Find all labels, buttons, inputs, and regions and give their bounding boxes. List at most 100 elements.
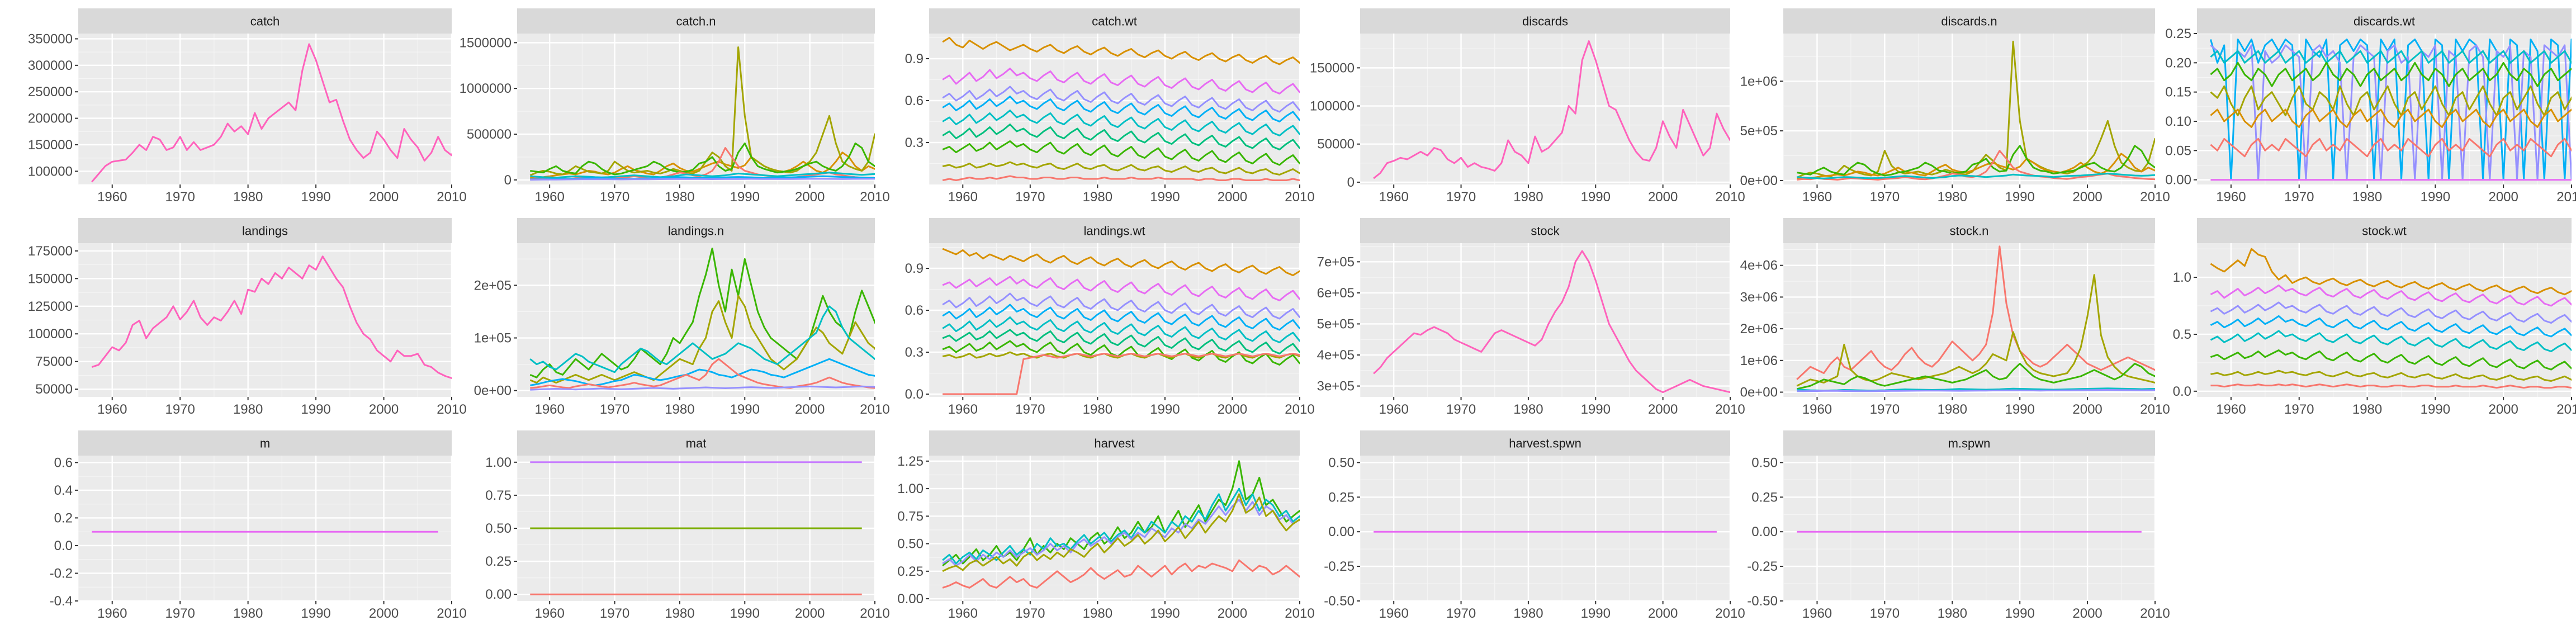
series-line: [2210, 61, 2572, 87]
facet-panel: stock 1960 1970 1980 1990 2000 2010 3e+05 4e+05 5…: [1317, 218, 1745, 417]
y-tick-label: 2e+06: [1740, 321, 1778, 337]
series-group: [530, 461, 862, 595]
facet-panel: m.spwn 1960 1970 1980 1990 2000 2010 -0.50 -0.25…: [1747, 430, 2170, 621]
x-tick-label: 1970: [1446, 402, 1476, 417]
facet-panel: landings.wt 1960 1970 1980 1990 2000 2010 0.0 0.…: [905, 218, 1315, 417]
y-tick-label: 300000: [28, 58, 73, 73]
y-tick-label: 0.50: [1751, 455, 1778, 470]
minor-grid: [1783, 243, 2155, 397]
x-tick-label: 1990: [1581, 190, 1611, 205]
y-tick-label: 250000: [28, 84, 73, 100]
x-tick-label: 1970: [165, 190, 195, 205]
facet-title: landings: [242, 224, 288, 238]
series-group: [1373, 40, 1730, 179]
y-tick-label: 1500000: [460, 35, 512, 50]
y-tick-label: 0.2: [54, 510, 73, 525]
y-tick-label: 100000: [28, 326, 73, 342]
y-tick-label: 0.6: [54, 455, 73, 470]
y-tick-label: 0e+00: [1740, 385, 1778, 400]
series-line: [91, 255, 452, 380]
series-line: [2210, 349, 2572, 371]
y-tick-label: 0.0: [2173, 384, 2191, 399]
series-line: [1373, 250, 1730, 394]
x-tick-label: 1970: [1015, 190, 1045, 205]
x-tick-label: 1970: [600, 606, 629, 621]
x-tick-label: 2000: [1218, 606, 1247, 621]
x-tick-label: 1970: [600, 190, 629, 205]
x-tick-label: 1970: [1015, 606, 1045, 621]
facet-strip: [1360, 218, 1730, 243]
facet-strip: [929, 8, 1300, 34]
x-tick-label: 1960: [534, 402, 564, 417]
series-line: [2210, 138, 2572, 158]
panel-background: [1360, 34, 1730, 184]
y-tick-label: 125000: [28, 299, 73, 314]
series-line: [942, 248, 1300, 276]
y-tick-label: -0.50: [1747, 594, 1778, 609]
series-line: [943, 353, 1300, 395]
major-grid: [517, 243, 875, 397]
facet-strip: [78, 8, 452, 34]
series-line: [91, 43, 452, 183]
x-tick-label: 2010: [2140, 606, 2170, 621]
x-tick-label: 2010: [437, 190, 466, 205]
y-tick-label: 1.0: [2173, 270, 2191, 285]
series-group: [2210, 248, 2572, 389]
x-tick-label: 1990: [2005, 606, 2034, 621]
y-tick-label: 0.6: [905, 303, 924, 318]
y-tick-label: 1000000: [460, 81, 512, 96]
series-line: [942, 96, 1300, 122]
panel-background: [1360, 243, 1730, 397]
series-line: [942, 140, 1300, 166]
minor-grid: [1360, 243, 1730, 397]
facet-strip: [929, 218, 1300, 243]
x-tick-label: 1960: [948, 402, 978, 417]
y-tick-label: 0.0: [54, 538, 73, 553]
x-tick-label: 1960: [534, 606, 564, 621]
facet-strip: [1783, 8, 2155, 34]
major-grid: [1783, 243, 2155, 397]
x-tick-label: 2010: [437, 402, 466, 417]
facet-panel: catch.wt 1960 1970 1980 1990 2000 2010 0.3 0.6 0.…: [905, 8, 1315, 205]
facet-panel: catch.n 1960 1970 1980 1990 2000 2010 0 500000 10…: [460, 8, 890, 205]
series-group: [942, 248, 1300, 395]
x-tick-label: 2000: [2488, 190, 2518, 205]
x-tick-label: 1980: [1938, 606, 1967, 621]
y-tick-label: 1.00: [897, 481, 924, 496]
series-group: [1796, 40, 2155, 181]
series-group: [942, 460, 1300, 589]
major-grid: [517, 34, 875, 184]
series-group: [2209, 39, 2572, 181]
x-tick-label: 1980: [1083, 402, 1112, 417]
series-line: [942, 276, 1300, 301]
series-line: [2210, 370, 2572, 382]
series-line: [942, 487, 1300, 565]
x-tick-label: 2000: [2072, 606, 2102, 621]
x-tick-label: 2010: [1285, 606, 1314, 621]
series-line: [2210, 301, 2572, 324]
x-tick-label: 1960: [1379, 606, 1408, 621]
y-tick-label: -0.4: [50, 594, 73, 609]
facet-title: discards.wt: [2354, 15, 2415, 29]
x-tick-label: 1970: [600, 402, 629, 417]
x-tick-label: 1990: [2421, 402, 2450, 417]
series-line: [529, 295, 875, 384]
facet-panel: catch 1960 1970 1980 1990 2000 2010 100000 15000…: [28, 8, 467, 205]
y-tick-label: 0.05: [2165, 143, 2191, 158]
facet-panel: discards.wt 1960 1970 1980 1990 2000 2010 0.00 0…: [2165, 8, 2576, 205]
x-tick-label: 1980: [1083, 606, 1112, 621]
x-tick-label: 2010: [2140, 190, 2170, 205]
series-line: [1797, 150, 2155, 181]
y-tick-label: 1e+06: [1740, 74, 1778, 89]
x-tick-label: 2010: [860, 190, 889, 205]
facet-panel: mat 1960 1970 1980 1990 2000 2010 0.00 0.25 0.50 0…: [485, 430, 890, 621]
x-tick-label: 1980: [233, 402, 263, 417]
series-line: [2210, 108, 2572, 128]
y-tick-label: 350000: [28, 31, 73, 46]
x-tick-label: 1990: [1150, 190, 1180, 205]
series-line: [2210, 85, 2572, 116]
facet-panel: harvest 1960 1970 1980 1990 2000 2010 0.00 0.25 0…: [897, 430, 1315, 621]
major-grid: [2197, 243, 2572, 397]
y-tick-label: 1.00: [485, 455, 512, 470]
series-group: [91, 43, 452, 183]
